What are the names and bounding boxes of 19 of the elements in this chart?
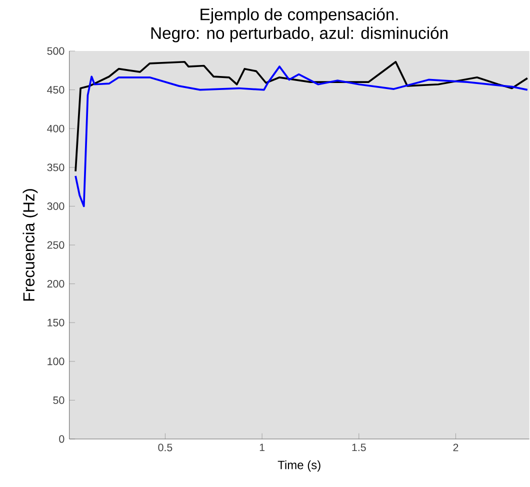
- y-tick-label: 300: [47, 202, 64, 210]
- y-tick-label: 400: [47, 124, 64, 132]
- y-tick-label: 100: [48, 358, 64, 366]
- y-tick-label: 350: [47, 164, 64, 172]
- line-series: [74, 66, 528, 208]
- y-tick-label: 450: [47, 86, 64, 94]
- y-tick-label: 200: [47, 280, 64, 288]
- x-tick-label: 1.5: [352, 444, 366, 452]
- y-axis-title: Frecuencia (Hz): [22, 189, 38, 301]
- y-tick-label: 0: [59, 435, 64, 443]
- x-tick-label: 2: [453, 444, 458, 452]
- x-axis-title: Time (s): [278, 460, 320, 472]
- y-tick-label: 500: [47, 47, 64, 55]
- x-tick-label: 1: [260, 444, 265, 452]
- x-tick-label: 0.5: [158, 444, 172, 452]
- y-tick-label: 150: [48, 318, 64, 326]
- y-tick-label: 50: [53, 396, 64, 404]
- chart-title: Ejemplo de compensación. Negro: no perturbado, azul: disminución: [151, 8, 448, 42]
- y-tick-label: 250: [47, 241, 64, 249]
